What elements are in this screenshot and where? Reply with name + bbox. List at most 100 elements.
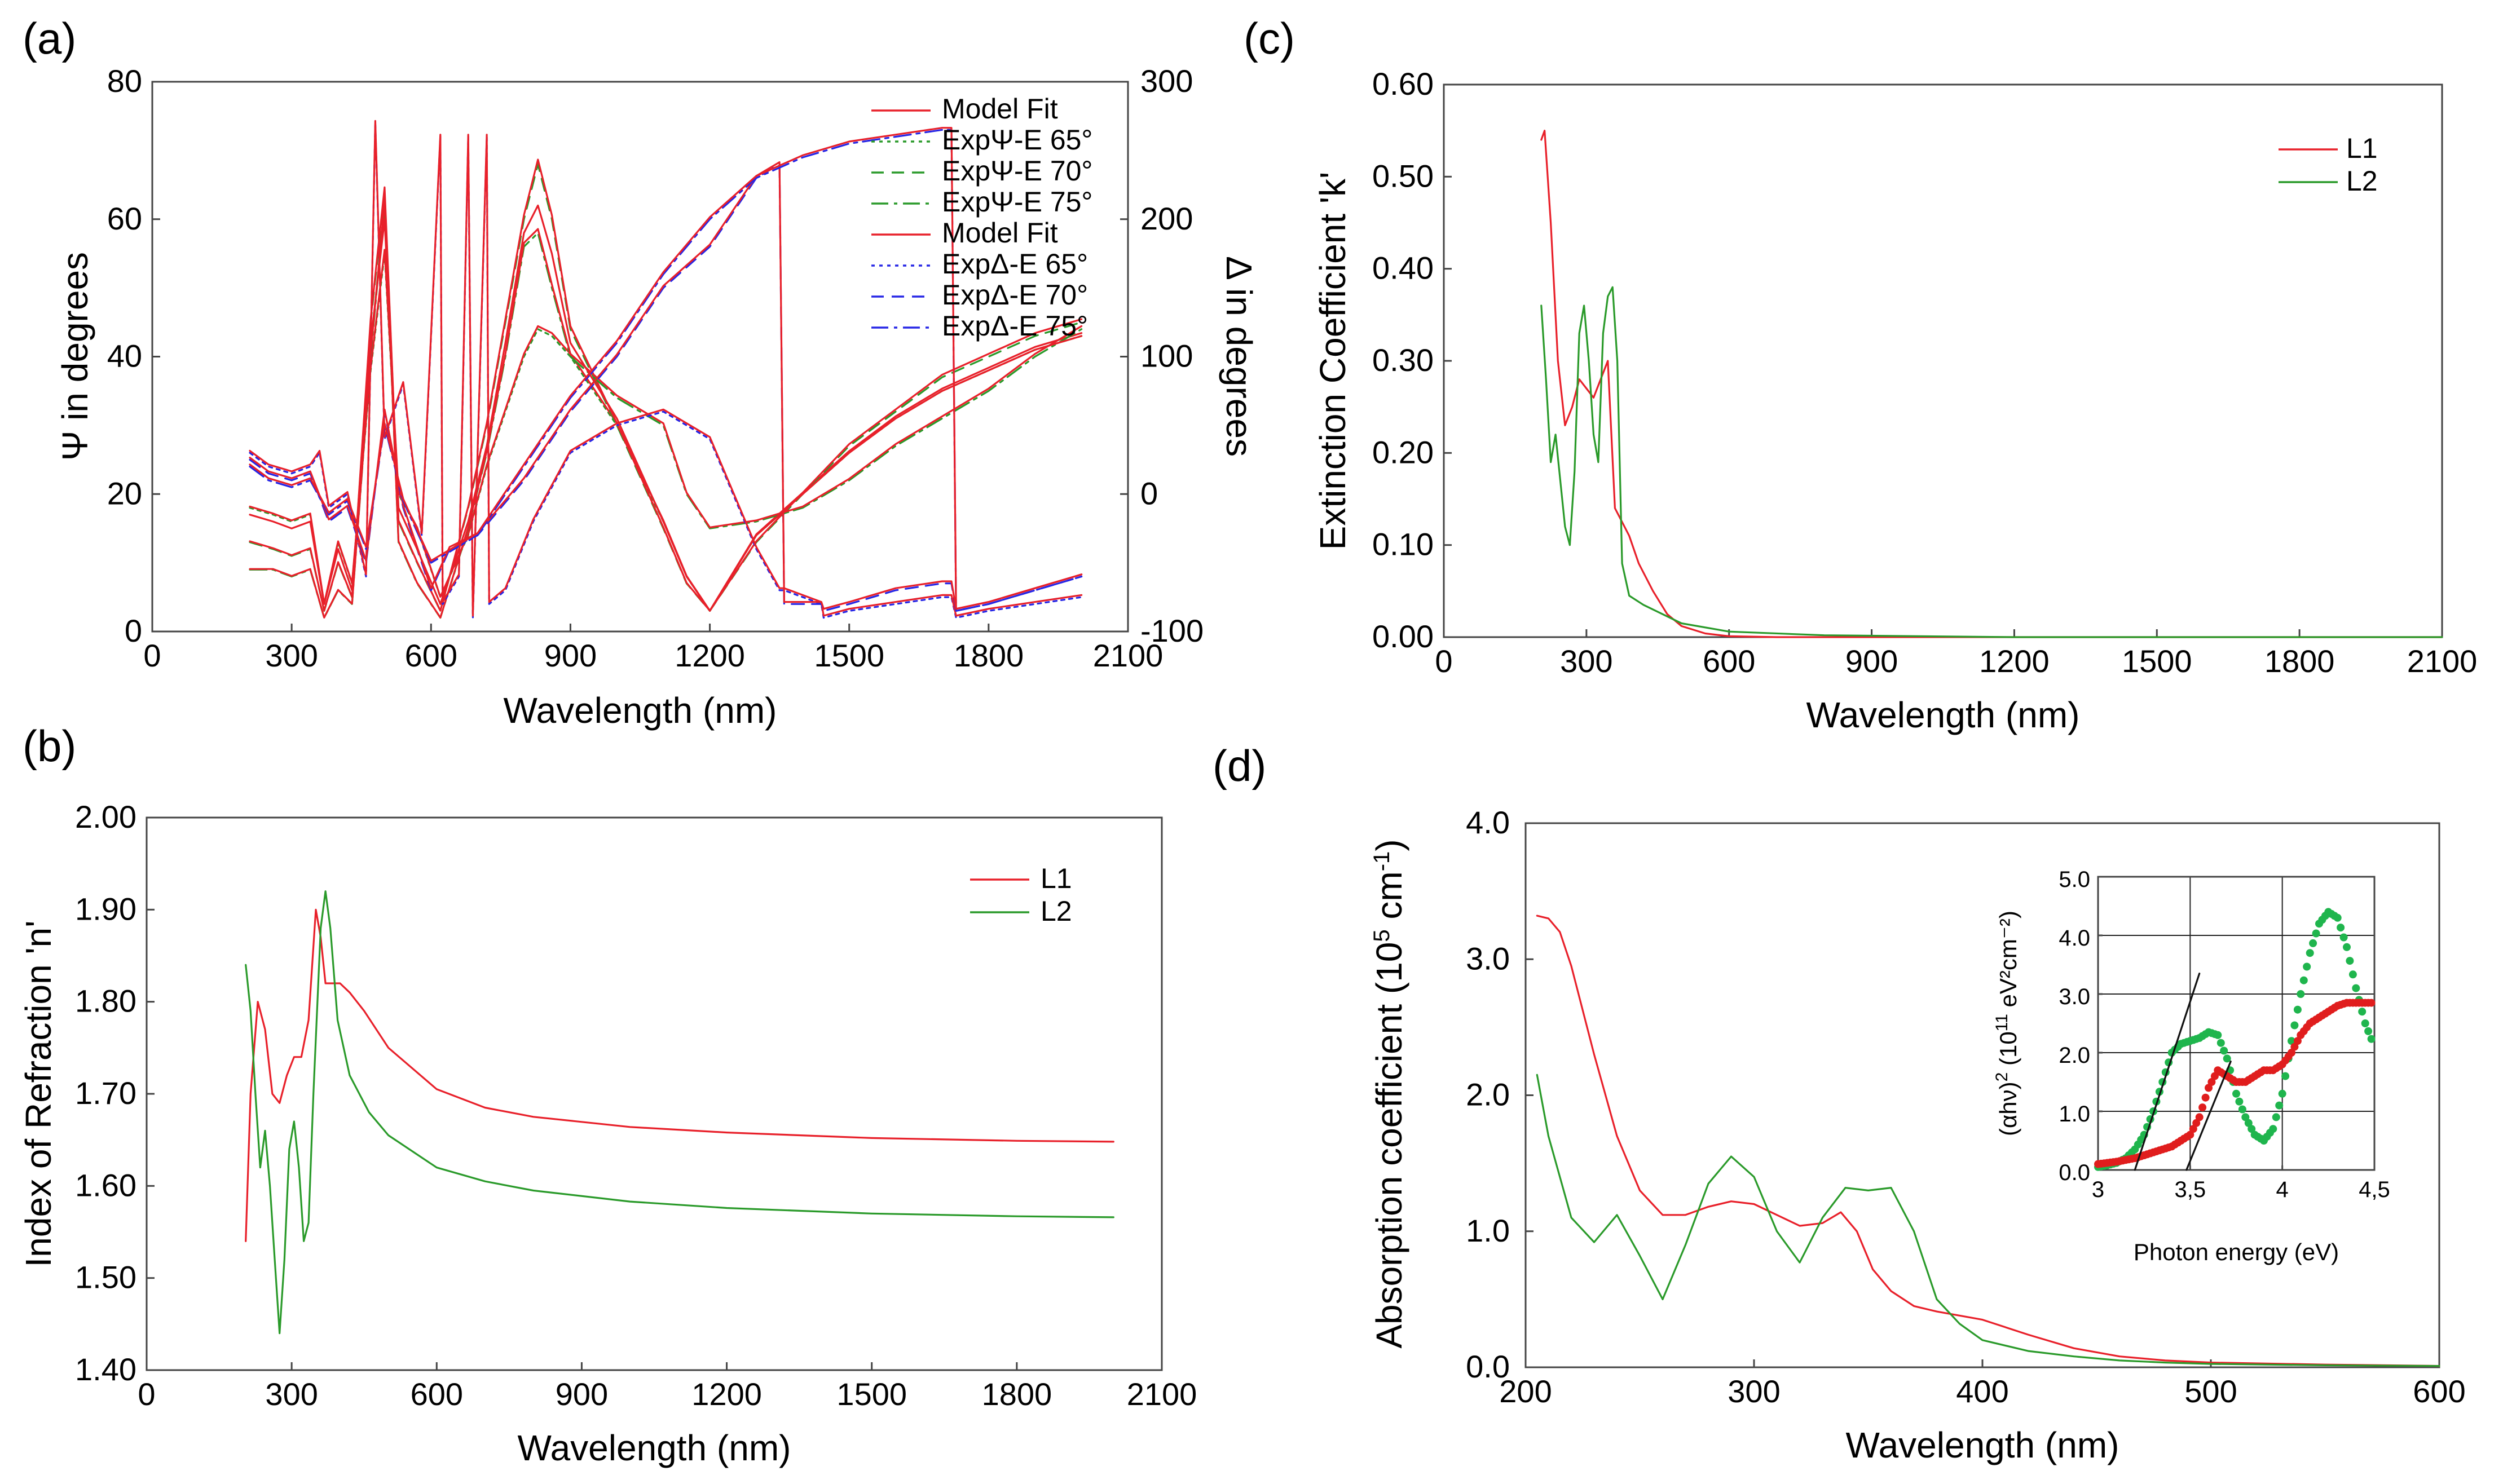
y2-axis-label-a: Δ in degrees xyxy=(1219,256,1259,457)
x-tick-label: 0 xyxy=(138,1376,155,1412)
y-tick-label: 40 xyxy=(107,338,142,374)
inset-data-point xyxy=(2207,1078,2216,1086)
x-tick-label: 1800 xyxy=(982,1376,1052,1412)
x-tick-label: 900 xyxy=(556,1376,608,1412)
y-tick-label: 0.0 xyxy=(2059,1160,2090,1185)
x-tick-label: 600 xyxy=(1703,643,1755,679)
inset-data-point xyxy=(2367,1035,2376,1043)
x-tick-label: 600 xyxy=(2413,1373,2465,1409)
y-tick-label: 2.0 xyxy=(2059,1043,2090,1068)
y2-tick-label: 200 xyxy=(1140,201,1193,236)
series-line-b xyxy=(245,890,1114,1335)
legend-label: L1 xyxy=(1041,863,1072,894)
inset-data-point xyxy=(2192,1119,2201,1127)
legend-label: ExpΨ-E 65° xyxy=(942,124,1092,156)
inset-data-point xyxy=(2364,1027,2373,1035)
inset-data-point xyxy=(2367,999,2376,1007)
inset-data-point xyxy=(2275,1101,2284,1110)
x-ticks-a: 0 300 600 900 1200 1500 1800 2100 xyxy=(143,624,1163,673)
inset-series xyxy=(2094,908,2376,1171)
x-ticks-b: 0 300 600 900 1200 1500 1800 2100 xyxy=(138,1362,1197,1412)
inset-data-point xyxy=(2312,929,2320,938)
x-tick-label: 200 xyxy=(1499,1373,1552,1409)
x-tick-label: 1500 xyxy=(836,1376,907,1412)
y-tick-label: 0.50 xyxy=(1372,158,1434,193)
y-axis-label-b: Index of Refraction 'n' xyxy=(18,921,59,1267)
inset-chart: 3 3,5 4 4,5 0.0 1.0 2.0 3.0 4.0 5.0 Photon energ… xyxy=(1993,867,2390,1265)
inset-data-point xyxy=(2352,984,2360,992)
x-tick-label: 4 xyxy=(2276,1177,2289,1202)
series-a xyxy=(249,120,1083,619)
inset-background xyxy=(2098,877,2374,1170)
y-axis-label-d: Absorption coefficient (105 cm-1) xyxy=(1369,839,1409,1348)
inset-data-point xyxy=(2235,1097,2244,1106)
x-tick-label: 600 xyxy=(405,638,457,673)
inset-y-axis-label: (αhν)2 (1011 eV²cm⁻²) xyxy=(1993,911,2022,1136)
panel-letter-b: (b) xyxy=(23,721,76,771)
x-axis-label-c: Wavelength (nm) xyxy=(1806,695,2080,735)
y-tick-label: 1.40 xyxy=(75,1352,136,1387)
legend-label: ExpΔ-E 65° xyxy=(942,248,1088,280)
x-tick-label: 400 xyxy=(1956,1373,2008,1409)
legend-label: Model Fit xyxy=(942,217,1058,249)
inset-data-point xyxy=(2272,1113,2280,1121)
panel-c: (c) 0 300 600 900 1200 1500 1800 2100 0.000.100… xyxy=(1244,14,2477,735)
inset-data-point xyxy=(2309,939,2317,947)
y-tick-label: 0 xyxy=(125,613,142,648)
inset-data-point xyxy=(2195,1113,2204,1121)
inset-data-point xyxy=(2288,1037,2295,1045)
inset-data-point xyxy=(2333,913,2342,922)
x-tick-label: 2100 xyxy=(1093,638,1164,673)
y-tick-label: 0.00 xyxy=(1372,619,1434,654)
inset-data-point xyxy=(2337,924,2345,932)
x-tick-label: 1200 xyxy=(675,638,745,673)
panel-d: (d) 200 300 400 500 600 0.0 1.0 2.0 3.0 4.0 Wave… xyxy=(1213,741,2466,1465)
inset-data-point xyxy=(2278,1089,2286,1098)
x-tick-label: 900 xyxy=(544,638,597,673)
plot-frame-c xyxy=(1443,83,2443,638)
legend-label: ExpΔ-E 70° xyxy=(942,279,1088,311)
y-ticks-d: 0.0 1.0 2.0 3.0 4.0 xyxy=(1466,805,1533,1384)
legend-label: ExpΨ-E 70° xyxy=(942,155,1092,187)
inset-data-point xyxy=(2189,1125,2197,1133)
inset-data-point xyxy=(2198,1103,2207,1112)
inset-fit-line xyxy=(2185,1061,2232,1171)
inset-data-point xyxy=(2210,1072,2219,1080)
series-line-d xyxy=(1536,1074,2440,1367)
inset-data-point xyxy=(2223,1054,2231,1063)
x-tick-label: 1800 xyxy=(954,638,1024,673)
model-fit-line-a xyxy=(249,249,1083,612)
y2-ticks-a: -100 0 100 200 300 xyxy=(1120,63,1204,648)
inset-data-point xyxy=(2299,976,2308,984)
panel-b: (b) 0 300 600 900 1200 1500 1800 2100 1.401.501… xyxy=(18,721,1197,1468)
x-tick-label: 3,5 xyxy=(2175,1177,2206,1202)
y-tick-label: 4.0 xyxy=(2059,926,2090,951)
model-fit-line-a xyxy=(249,161,1083,610)
y2-tick-label: 300 xyxy=(1140,63,1193,99)
inset-frame xyxy=(2097,876,2376,1171)
y-tick-label: 1.60 xyxy=(75,1167,136,1203)
y-tick-label: 0.30 xyxy=(1372,342,1434,378)
inset-data-point xyxy=(2216,1039,2225,1047)
x-tick-label: 2100 xyxy=(2407,643,2478,679)
x-tick-label: 300 xyxy=(1728,1373,1780,1409)
x-tick-label: 3 xyxy=(2092,1177,2104,1202)
series-line-c xyxy=(1540,130,2443,638)
y-axis-label-a: Ψ in degrees xyxy=(55,252,95,461)
x-axis-label-a: Wavelength (nm) xyxy=(504,690,777,731)
x-tick-label: 300 xyxy=(1560,643,1612,679)
x-tick-label: 0 xyxy=(143,638,161,673)
inset-x-axis-label: Photon energy (eV) xyxy=(2134,1239,2339,1265)
inset-data-point xyxy=(2303,962,2311,971)
inset-data-point xyxy=(2361,1019,2369,1027)
y2-tick-label: -100 xyxy=(1140,613,1204,648)
y-tick-label: 0.10 xyxy=(1372,527,1434,562)
x-tick-label: 300 xyxy=(265,638,318,673)
y-tick-label: 1.0 xyxy=(1466,1213,1510,1248)
series-line-a xyxy=(249,129,1083,612)
inset-x-ticks: 3 3,5 4 4,5 xyxy=(2092,1165,2390,1202)
series-line-b xyxy=(245,908,1114,1242)
x-tick-label: 900 xyxy=(1845,643,1898,679)
